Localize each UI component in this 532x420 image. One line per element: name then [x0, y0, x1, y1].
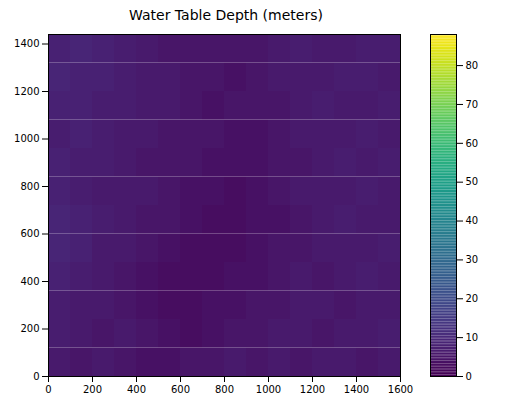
svg-text:1000: 1000	[256, 384, 281, 395]
svg-text:10: 10	[466, 332, 479, 343]
svg-text:600: 600	[20, 228, 39, 239]
svg-text:60: 60	[466, 138, 479, 149]
svg-text:1200: 1200	[14, 86, 39, 97]
svg-text:0: 0	[33, 371, 39, 382]
svg-text:200: 200	[20, 323, 39, 334]
svg-text:600: 600	[171, 384, 190, 395]
svg-text:400: 400	[127, 384, 146, 395]
svg-text:200: 200	[83, 384, 102, 395]
svg-text:20: 20	[466, 293, 479, 304]
svg-text:800: 800	[20, 181, 39, 192]
svg-text:1600: 1600	[388, 384, 413, 395]
svg-text:80: 80	[466, 60, 479, 71]
svg-text:30: 30	[466, 254, 479, 265]
svg-text:0: 0	[466, 371, 472, 382]
svg-text:70: 70	[466, 99, 479, 110]
svg-text:400: 400	[20, 276, 39, 287]
svg-text:40: 40	[466, 215, 479, 226]
html-text:Water Table Depth (meters): Water Table Depth (meters)	[129, 7, 323, 23]
svg-text:800: 800	[215, 384, 234, 395]
svg-text:1200: 1200	[300, 384, 325, 395]
svg-text:1400: 1400	[14, 38, 39, 49]
svg-text:1400: 1400	[344, 384, 369, 395]
svg-text:1000: 1000	[14, 133, 39, 144]
svg-text:50: 50	[466, 176, 479, 187]
svg-text:0: 0	[45, 384, 51, 395]
